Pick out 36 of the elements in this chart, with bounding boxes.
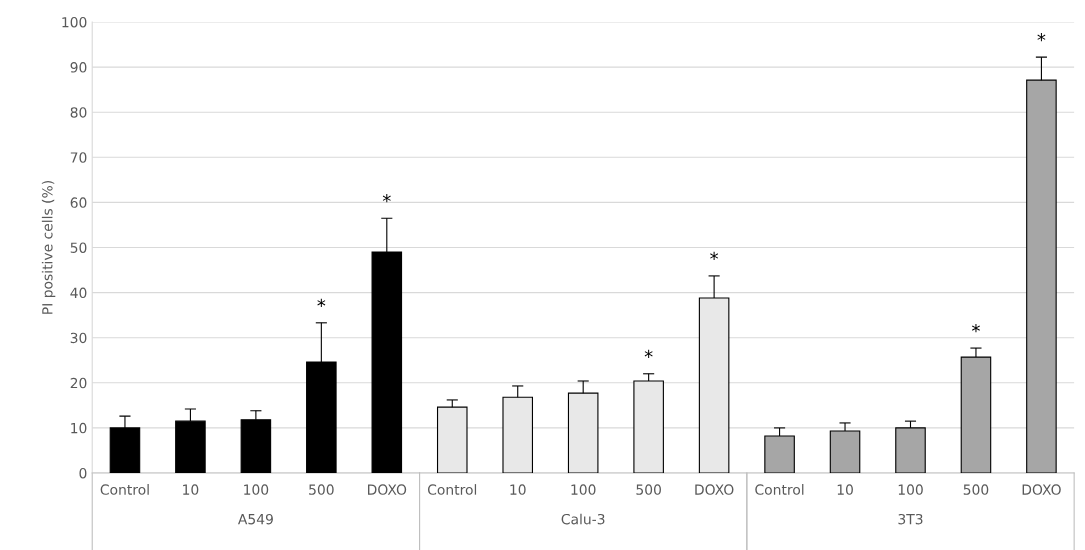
y-tick-label: 30 [70, 332, 87, 344]
x-tick-label: Control [427, 484, 477, 495]
text: Calu-3 [561, 513, 605, 525]
text: 3T3 [898, 513, 923, 525]
y-tick-label: 60 [70, 197, 87, 208]
x-tick-label: 10 [510, 484, 526, 495]
x-tick-label: 10 [183, 484, 199, 495]
y-tick-label: 50 [70, 242, 87, 253]
x-tick-label: DOXO [368, 484, 407, 495]
data-label: * [971, 323, 980, 333]
y-tick-label: 100 [62, 16, 87, 28]
y-axis-title: PI positive cells (%) [41, 181, 56, 314]
y-tick-label: 0 [79, 467, 87, 479]
data-label: * [317, 298, 326, 307]
x-tick-label: DOXO [1022, 484, 1061, 495]
data-label: * [1037, 33, 1046, 42]
data-label: * [382, 194, 391, 203]
x-tick-label: 100 [244, 484, 269, 495]
x-tick-label: 500 [636, 484, 661, 495]
x-tick-label: 10 [837, 484, 853, 495]
y-tick-label: 90 [70, 62, 87, 73]
y-tick-label: 40 [70, 287, 87, 299]
y-tick-label: 20 [70, 377, 87, 389]
x-tick-label: Control [755, 484, 804, 495]
y-tick-label: 80 [70, 107, 87, 118]
x-tick-label: 100 [571, 484, 596, 495]
data-label: * [644, 349, 653, 358]
y-tick-label: 10 [71, 422, 87, 434]
x-tick-label: DOXO [695, 484, 734, 495]
data-label: * [710, 251, 719, 261]
text: A549 [237, 513, 273, 525]
x-tick-label: 100 [898, 484, 923, 495]
x-tick-label: Control [100, 484, 149, 495]
x-tick-label: 500 [309, 484, 334, 495]
x-tick-label: 500 [963, 484, 989, 495]
y-tick-label: 70 [70, 152, 87, 163]
